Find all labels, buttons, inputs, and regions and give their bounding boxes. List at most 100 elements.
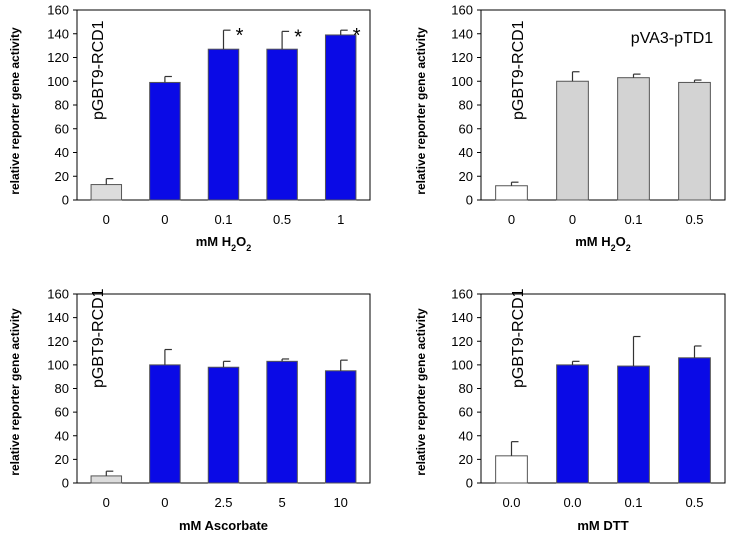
y-tick-label: 120 [451,334,473,349]
x-axis-title: mM Ascorbate [179,518,268,533]
x-tick-label: 10 [333,495,347,510]
y-tick-label: 120 [451,50,473,65]
x-tick-label: 2.5 [214,495,232,510]
y-tick-label: 80 [459,381,473,396]
bar [324,370,357,484]
x-axis-title: mM H2O2 [575,234,631,253]
bar [149,364,181,484]
bar [266,360,298,484]
y-tick-label: 80 [55,381,69,396]
x-tick-label: 0.0 [563,495,581,510]
bar [617,365,650,484]
subscript: 2 [611,243,616,253]
label-segment: O [236,234,246,249]
y-tick-label: 0 [62,476,69,491]
y-tick-label: 60 [55,121,69,136]
bar [678,81,711,201]
significance-marker: * [294,26,302,48]
x-axis-title: mM H2O2 [196,234,252,253]
y-tick-label: 20 [459,452,473,467]
y-tick-label: 20 [459,169,473,184]
subscript: 2 [626,243,631,253]
x-tick-label: 0.1 [624,212,642,227]
bar [556,80,589,201]
y-tick-label: 60 [55,405,69,420]
y-tick-label: 100 [47,357,69,372]
y-tick-label: 80 [459,98,473,113]
x-tick-label: 0.5 [685,495,703,510]
x-tick-label: 5 [278,495,285,510]
chart-panel-4: 0 20 40 60 80 100 120 140 160 relative reporter g… [414,287,726,533]
bar [495,185,528,201]
y-tick-label: 160 [47,3,69,18]
x-tick-label: 0 [161,495,168,510]
y-axis-title: relative reporter gene activity [414,27,428,195]
y-tick-label: 20 [55,452,69,467]
y-tick-label: 160 [47,287,69,302]
y-tick-label: 140 [451,26,473,41]
bar [90,184,123,201]
label-segment: mM H [575,234,610,249]
bar [90,475,123,484]
subscript: 2 [231,243,236,253]
x-axis-title: mM DTT [577,518,628,533]
y-tick-label: 100 [451,357,473,372]
bar [324,34,357,201]
y-tick-label: 100 [47,74,69,89]
x-tick-label: 0.1 [214,212,232,227]
strain-annotation: pGBT9-RCD1 [510,20,527,120]
y-tick-label: 0 [62,193,69,208]
bar [556,364,589,484]
x-tick-label: 0 [161,212,168,227]
y-tick-label: 40 [459,428,473,443]
x-tick-label: 0.5 [273,212,291,227]
y-tick-label: 160 [451,287,473,302]
y-axis-title: relative reporter gene activity [414,308,428,476]
x-tick-label: 0 [569,212,576,227]
bar [495,455,528,484]
x-tick-label: 0.0 [502,495,520,510]
y-tick-label: 40 [55,145,69,160]
y-axis-title: relative reporter gene activity [8,27,22,195]
x-tick-label: 0.5 [685,212,703,227]
x-tick-label: 0 [103,495,110,510]
y-tick-label: 60 [459,405,473,420]
y-tick-label: 160 [451,3,473,18]
label-segment: mM H [196,234,231,249]
y-tick-label: 60 [459,121,473,136]
bar [207,366,240,484]
label-segment: mM DTT [577,518,628,533]
y-tick-label: 0 [466,193,473,208]
bar [617,77,650,201]
x-tick-label: 1 [337,212,344,227]
y-tick-label: 0 [466,476,473,491]
strain-annotation: pGBT9-RCD1 [90,20,107,120]
bar [266,48,298,201]
y-axis-title: relative reporter gene activity [8,308,22,476]
y-tick-label: 80 [55,98,69,113]
y-tick-label: 100 [451,74,473,89]
significance-marker: * [353,25,361,47]
bar [207,48,240,201]
strain-annotation: pGBT9-RCD1 [510,288,527,388]
control-annotation: pVA3-pTD1 [631,30,714,47]
y-tick-label: 120 [47,50,69,65]
y-tick-label: 140 [47,26,69,41]
bar [678,357,711,484]
y-tick-label: 140 [451,310,473,325]
x-tick-label: 0 [103,212,110,227]
subscript: 2 [246,243,251,253]
y-tick-label: 120 [47,334,69,349]
x-tick-label: 0.1 [624,495,642,510]
label-segment: O [616,234,626,249]
y-tick-label: 40 [459,145,473,160]
y-tick-label: 20 [55,169,69,184]
significance-marker: * [236,25,244,47]
strain-annotation: pGBT9-RCD1 [90,288,107,388]
x-tick-label: 0 [508,212,515,227]
y-tick-label: 40 [55,428,69,443]
